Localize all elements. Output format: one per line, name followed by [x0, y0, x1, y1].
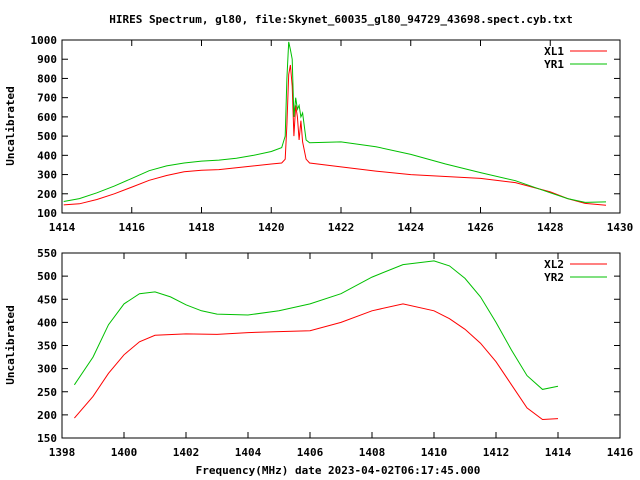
x-tick-label: 1416 — [119, 221, 146, 234]
x-tick-label: 1426 — [467, 221, 494, 234]
chart-title: HIRES Spectrum, gl80, file:Skynet_60035_… — [109, 13, 573, 26]
x-axis-label: Frequency(MHz) date 2023-04-02T06:17:45.… — [196, 464, 481, 477]
y-tick-label: 400 — [37, 149, 57, 162]
panel-1: 100 200 300 400 500 600 700 800 900 1000 1414 1416 1… — [4, 34, 633, 234]
legend-label: XL1 — [544, 45, 564, 58]
x-tick-label: 1400 — [111, 446, 138, 459]
x-tick-label: 1420 — [258, 221, 285, 234]
x-tick-label: 1398 — [49, 446, 76, 459]
x-tick-label: 1430 — [607, 221, 634, 234]
y-tick-label: 450 — [37, 293, 57, 306]
y-tick-label: 800 — [37, 72, 57, 85]
x-tick-label: 1402 — [173, 446, 200, 459]
y-tick-label: 200 — [37, 409, 57, 422]
y-tick-label: 700 — [37, 92, 57, 105]
series-line-XL1 — [63, 64, 607, 206]
y-tick-label: 150 — [37, 432, 57, 445]
y-tick-label: 550 — [37, 247, 57, 260]
x-tick-label: 1414 — [49, 221, 76, 234]
series-line-YR2 — [73, 260, 559, 390]
y-tick-label: 400 — [37, 316, 57, 329]
x-tick-label: 1424 — [398, 221, 425, 234]
y-axis-label: Uncalibrated — [4, 305, 17, 384]
y-axis-label: Uncalibrated — [4, 86, 17, 165]
y-tick-label: 350 — [37, 340, 57, 353]
series-line-YR1 — [63, 41, 607, 203]
legend-label: YR1 — [544, 58, 564, 71]
x-tick-label: 1414 — [545, 446, 572, 459]
x-tick-label: 1428 — [537, 221, 564, 234]
y-tick-label: 200 — [37, 188, 57, 201]
y-tick-label: 300 — [37, 363, 57, 376]
legend-label: YR2 — [544, 271, 564, 284]
y-tick-label: 600 — [37, 111, 57, 124]
y-tick-label: 100 — [37, 207, 57, 220]
x-tick-label: 1418 — [188, 221, 215, 234]
x-tick-label: 1412 — [483, 446, 510, 459]
y-tick-label: 500 — [37, 130, 57, 143]
y-tick-label: 1000 — [31, 34, 58, 47]
y-tick-label: 500 — [37, 270, 57, 283]
y-tick-label: 900 — [37, 53, 57, 66]
x-tick-label: 1406 — [297, 446, 324, 459]
legend-label: XL2 — [544, 258, 564, 271]
series-line-XL2 — [74, 303, 559, 421]
x-tick-label: 1410 — [421, 446, 448, 459]
y-tick-label: 250 — [37, 386, 57, 399]
x-tick-label: 1404 — [235, 446, 262, 459]
y-tick-label: 300 — [37, 169, 57, 182]
x-tick-label: 1422 — [328, 221, 355, 234]
x-tick-label: 1416 — [607, 446, 634, 459]
x-tick-label: 1408 — [359, 446, 386, 459]
panel-2: 150 200 250 300 350 400 450 500 550 1398 1400 1402 1… — [4, 247, 634, 477]
